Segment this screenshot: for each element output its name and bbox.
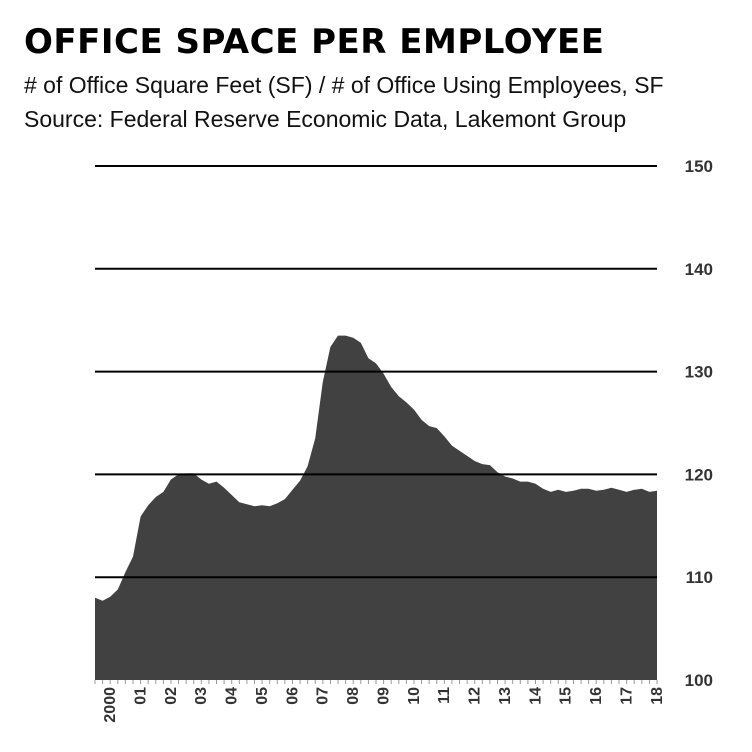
x-tick-label-11: 11: [436, 687, 453, 704]
y-tick-label-110: 110: [686, 568, 713, 587]
y-tick-label-120: 120: [685, 465, 713, 484]
y-tick-label-150: 150: [685, 157, 713, 176]
x-tick-label-18: 18: [649, 687, 666, 705]
y-tick-label-130: 130: [685, 363, 713, 382]
x-tick-label-06: 06: [284, 687, 301, 705]
y-tick-label-100: 100: [685, 671, 713, 690]
x-tick-label-15: 15: [558, 687, 575, 705]
x-axis: 2000 01 02 03 04 05 06 07 08 09 10 11 12 13 14 15 16 17 18: [94, 680, 666, 723]
y-axis: 100 110 120 130 140 150: [685, 157, 713, 690]
x-tick-label-03: 03: [193, 687, 210, 705]
x-tick-label-09: 09: [375, 687, 392, 705]
x-tick-label-01: 01: [132, 687, 149, 705]
x-tick-label-12: 12: [467, 687, 484, 705]
x-tick-label-04: 04: [224, 687, 241, 705]
chart-title: OFFICE SPACE PER EMPLOYEE: [24, 22, 605, 62]
chart-subtitle: # of Office Square Feet (SF) / # of Offi…: [24, 72, 664, 98]
x-tick-label-05: 05: [254, 687, 271, 705]
area-series-0: [95, 335, 657, 680]
x-tick-label-16: 16: [588, 687, 605, 705]
x-tick-label-17: 17: [618, 687, 635, 705]
grid-layer: [95, 165, 657, 579]
x-tick-label-08: 08: [345, 687, 362, 705]
chart-source: Source: Federal Reserve Economic Data, L…: [24, 106, 627, 132]
x-tick-label-10: 10: [406, 687, 423, 705]
x-tick-label-2000: 2000: [102, 687, 119, 723]
x-tick-label-02: 02: [163, 687, 180, 705]
y-tick-label-140: 140: [685, 260, 713, 279]
x-tick-label-07: 07: [315, 687, 332, 705]
area-layer: [95, 335, 657, 680]
x-tick-label-13: 13: [497, 687, 514, 705]
x-tick-label-14: 14: [527, 687, 544, 705]
